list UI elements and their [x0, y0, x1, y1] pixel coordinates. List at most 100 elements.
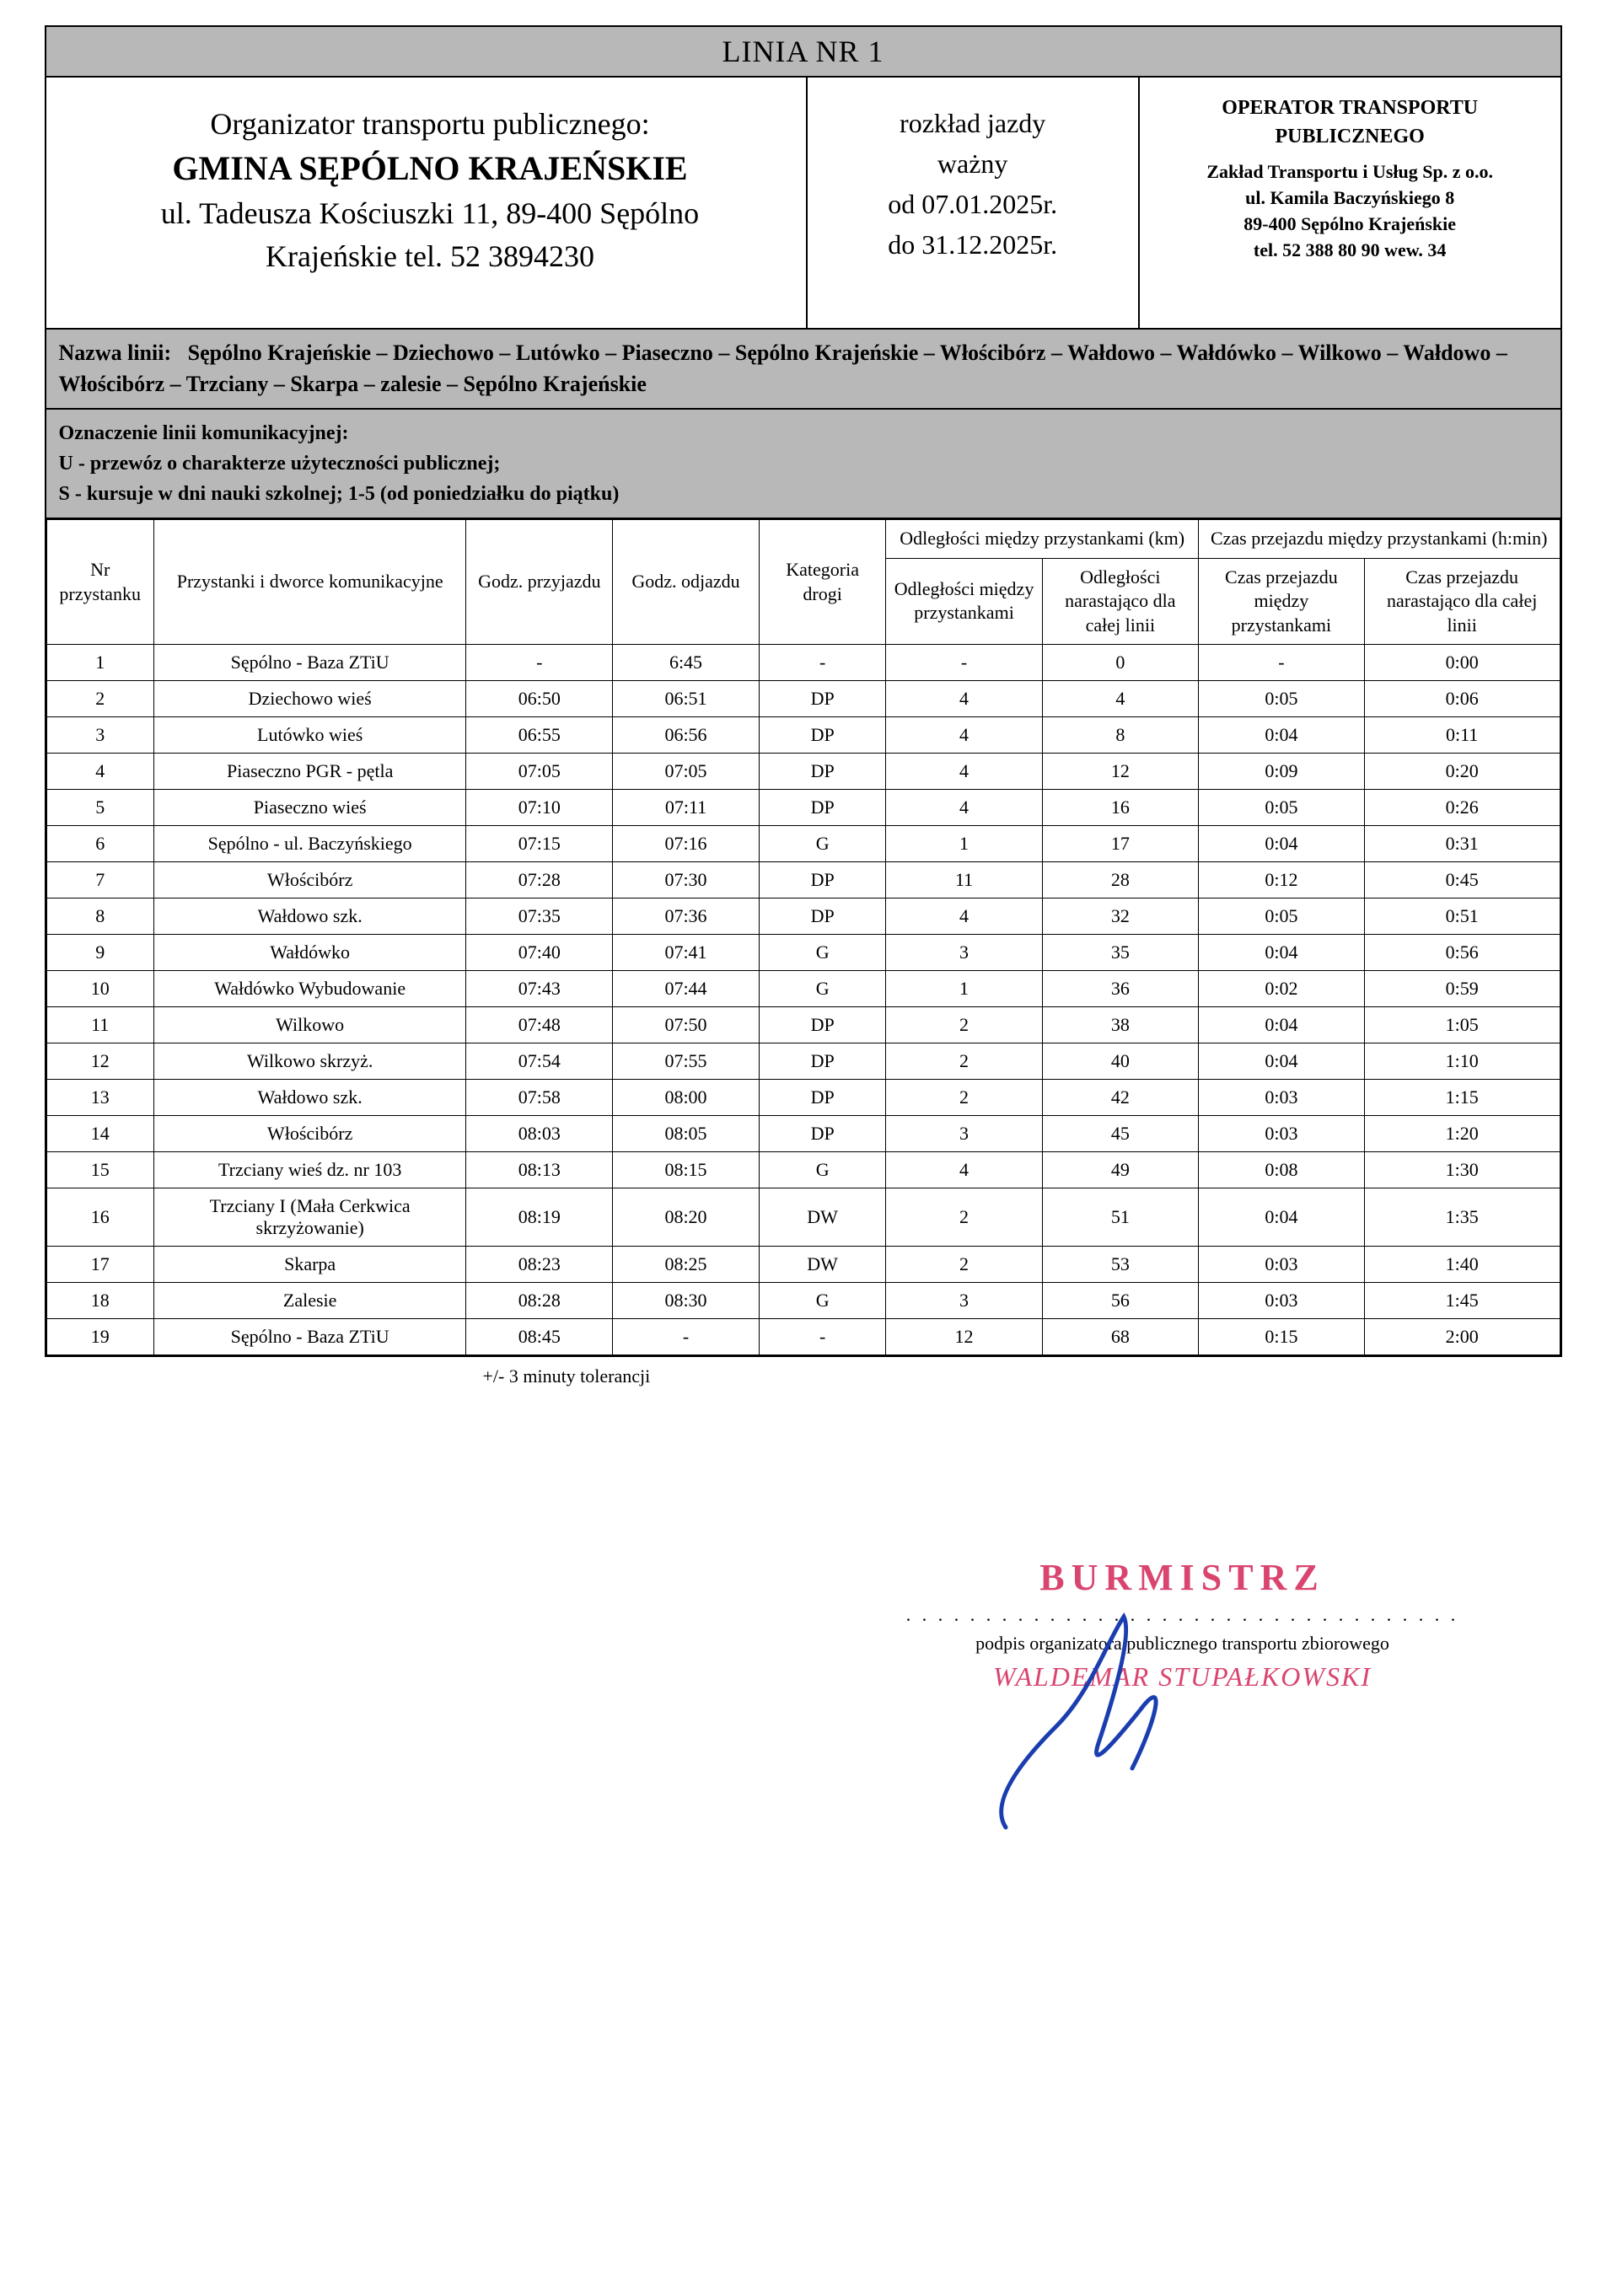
cell-db: 2 [886, 1188, 1042, 1247]
cell-dc: 28 [1042, 862, 1198, 899]
cell-road: DP [759, 790, 886, 826]
cell-dc: 42 [1042, 1080, 1198, 1116]
organizer-name: GMINA SĘPÓLNO KRAJEŃSKIE [72, 145, 789, 192]
cell-arr: 08:03 [466, 1116, 613, 1152]
timetable-body: 1Sępólno - Baza ZTiU-6:45--0-0:002Dziech… [46, 645, 1560, 1355]
col-road: Kategoria drogi [759, 519, 886, 644]
cell-tc: 1:10 [1364, 1043, 1560, 1080]
col-time-group: Czas przejazdu między przystankami (h:mi… [1198, 519, 1560, 558]
cell-stop: Lutówko wieś [153, 717, 466, 754]
table-row: 11Wilkowo07:4807:50DP2380:041:05 [46, 1007, 1560, 1043]
cell-tb: 0:05 [1198, 899, 1364, 935]
cell-tb: 0:05 [1198, 790, 1364, 826]
cell-nr: 15 [46, 1152, 153, 1188]
table-row: 14Włościbórz08:0308:05DP3450:031:20 [46, 1116, 1560, 1152]
cell-tc: 0:59 [1364, 971, 1560, 1007]
table-row: 2Dziechowo wieś06:5006:51DP440:050:06 [46, 681, 1560, 717]
cell-tc: 1:35 [1364, 1188, 1560, 1247]
cell-tb: 0:04 [1198, 1188, 1364, 1247]
cell-road: DW [759, 1247, 886, 1283]
cell-road: DP [759, 1116, 886, 1152]
col-stop: Przystanki i dworce komunikacyjne [153, 519, 466, 644]
cell-dc: 38 [1042, 1007, 1198, 1043]
table-row: 3Lutówko wieś06:5506:56DP480:040:11 [46, 717, 1560, 754]
cell-arr: 08:45 [466, 1319, 613, 1355]
cell-tb: 0:03 [1198, 1080, 1364, 1116]
cell-dep: 07:55 [613, 1043, 760, 1080]
cell-dc: 56 [1042, 1283, 1198, 1319]
cell-stop: Sępólno - Baza ZTiU [153, 645, 466, 681]
cell-tb: 0:12 [1198, 862, 1364, 899]
cell-nr: 10 [46, 971, 153, 1007]
cell-dep: 08:15 [613, 1152, 760, 1188]
cell-dep: 07:30 [613, 862, 760, 899]
cell-nr: 12 [46, 1043, 153, 1080]
cell-dep: 06:51 [613, 681, 760, 717]
cell-road: G [759, 935, 886, 971]
table-row: 9Wałdówko07:4007:41G3350:040:56 [46, 935, 1560, 971]
cell-nr: 13 [46, 1080, 153, 1116]
cell-road: G [759, 971, 886, 1007]
table-row: 12Wilkowo skrzyż.07:5407:55DP2400:041:10 [46, 1043, 1560, 1080]
cell-dc: 53 [1042, 1247, 1198, 1283]
cell-road: DP [759, 1007, 886, 1043]
cell-dep: 06:56 [613, 717, 760, 754]
cell-arr: 08:19 [466, 1188, 613, 1247]
stamp-title: BURMISTRZ [803, 1556, 1562, 1599]
cell-arr: 07:35 [466, 899, 613, 935]
cell-nr: 5 [46, 790, 153, 826]
tolerance-note: +/- 3 minuty tolerancji [45, 1357, 1562, 1387]
organizer-address-2: Krajeńskie tel. 52 3894230 [72, 235, 789, 277]
cell-db: 3 [886, 1116, 1042, 1152]
cell-db: 3 [886, 935, 1042, 971]
cell-dc: 8 [1042, 717, 1198, 754]
table-row: 19Sępólno - Baza ZTiU08:45--12680:152:00 [46, 1319, 1560, 1355]
cell-nr: 19 [46, 1319, 153, 1355]
cell-db: 2 [886, 1043, 1042, 1080]
cell-stop: Wałdowo szk. [153, 1080, 466, 1116]
cell-db: 4 [886, 1152, 1042, 1188]
cell-stop: Piaseczno wieś [153, 790, 466, 826]
cell-road: DP [759, 899, 886, 935]
cell-arr: 08:23 [466, 1247, 613, 1283]
cell-stop: Skarpa [153, 1247, 466, 1283]
cell-dep: 07:36 [613, 899, 760, 935]
cell-tc: 0:45 [1364, 862, 1560, 899]
cell-db: 4 [886, 790, 1042, 826]
cell-stop: Sępólno - Baza ZTiU [153, 1319, 466, 1355]
cell-dep: 07:05 [613, 754, 760, 790]
cell-db: 4 [886, 754, 1042, 790]
col-dist-group: Odległości między przystankami (km) [886, 519, 1199, 558]
validity-from: od 07.01.2025r. [816, 184, 1130, 224]
cell-nr: 9 [46, 935, 153, 971]
cell-road: - [759, 645, 886, 681]
cell-arr: 07:28 [466, 862, 613, 899]
cell-db: 2 [886, 1247, 1042, 1283]
line-title-bar: LINIA NR 1 [46, 27, 1560, 78]
cell-tb: 0:03 [1198, 1247, 1364, 1283]
cell-road: DP [759, 681, 886, 717]
table-row: 13Wałdowo szk.07:5808:00DP2420:031:15 [46, 1080, 1560, 1116]
cell-stop: Sępólno - ul. Baczyńskiego [153, 826, 466, 862]
cell-arr: 07:15 [466, 826, 613, 862]
cell-tc: 0:00 [1364, 645, 1560, 681]
cell-arr: 07:54 [466, 1043, 613, 1080]
cell-tb: 0:04 [1198, 826, 1364, 862]
col-dist-cum: Odległości narastająco dla całej linii [1042, 558, 1198, 645]
cell-arr: 07:10 [466, 790, 613, 826]
cell-tb: 0:02 [1198, 971, 1364, 1007]
cell-nr: 2 [46, 681, 153, 717]
cell-dep: 07:44 [613, 971, 760, 1007]
cell-arr: 07:58 [466, 1080, 613, 1116]
cell-arr: 06:55 [466, 717, 613, 754]
cell-road: DP [759, 862, 886, 899]
validity-block: rozkład jazdy ważny od 07.01.2025r. do 3… [808, 78, 1140, 328]
cell-db: 11 [886, 862, 1042, 899]
cell-road: G [759, 826, 886, 862]
cell-stop: Trzciany wieś dz. nr 103 [153, 1152, 466, 1188]
cell-dep: 08:05 [613, 1116, 760, 1152]
cell-nr: 8 [46, 899, 153, 935]
page: LINIA NR 1 Organizator transportu public… [45, 25, 1562, 1692]
table-row: 1Sępólno - Baza ZTiU-6:45--0-0:00 [46, 645, 1560, 681]
operator-name: Zakład Transportu i Usług Sp. z o.o. [1148, 159, 1552, 185]
